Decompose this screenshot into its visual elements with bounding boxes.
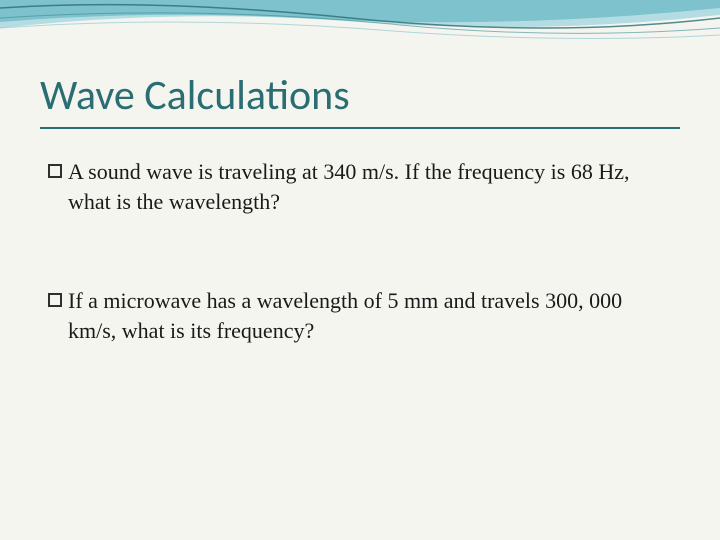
bullet-marker (48, 293, 62, 307)
slide-content: Wave Calculations A sound wave is travel… (0, 0, 720, 346)
slide-title: Wave Calculations (40, 70, 680, 121)
bullet-text: A sound wave is traveling at 340 m/s. If… (68, 157, 650, 216)
bullet-marker (48, 164, 62, 178)
bullet-text: If a microwave has a wavelength of 5 mm … (68, 286, 650, 345)
title-divider (40, 127, 680, 129)
bullet-item: If a microwave has a wavelength of 5 mm … (40, 286, 680, 345)
bullet-item: A sound wave is traveling at 340 m/s. If… (40, 157, 680, 216)
